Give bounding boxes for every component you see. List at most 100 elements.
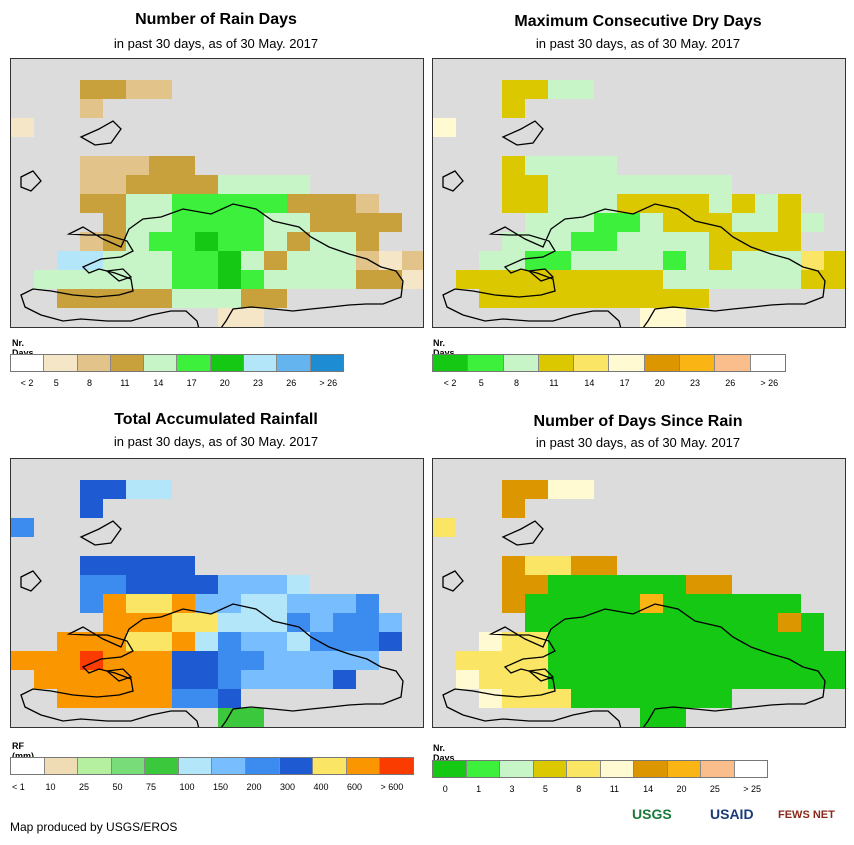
grid-cell (34, 670, 57, 689)
usgs-logo: USGS (632, 806, 672, 822)
grid-cell (663, 575, 686, 594)
grid-cell (617, 251, 640, 270)
grid-cell (241, 270, 264, 289)
legend-swatch (277, 355, 311, 371)
grid-cell (502, 270, 525, 289)
grid-cell (709, 613, 732, 632)
grid-cell (778, 670, 801, 689)
legend-swatch (433, 761, 467, 777)
grid-cell (126, 80, 149, 99)
grid-cell (594, 289, 617, 308)
grid-cell (824, 251, 845, 270)
grid-cell (103, 689, 126, 708)
grid-cell (126, 251, 149, 270)
grid-cell (778, 270, 801, 289)
grid-cell (149, 613, 172, 632)
island-outline (501, 520, 544, 546)
hispaniola-outline (442, 203, 826, 327)
grid-cell (571, 594, 594, 613)
grid-cell (502, 80, 525, 99)
grid-cell (663, 651, 686, 670)
grid-cell (709, 575, 732, 594)
grid-cell (172, 689, 195, 708)
grid-cell (356, 594, 379, 613)
grid-cell (456, 270, 479, 289)
grid-cell (80, 80, 103, 99)
grid-cell (126, 270, 149, 289)
map-days-since-rain[interactable] (432, 458, 846, 728)
grid-cell (686, 289, 709, 308)
grid-cell (195, 632, 218, 651)
grid-cell (333, 232, 356, 251)
grid-cell (755, 194, 778, 213)
grid-cell (149, 156, 172, 175)
grid-cell (195, 670, 218, 689)
legend-swatch (701, 761, 735, 777)
grid-cell (801, 270, 824, 289)
map-max-dry-days[interactable] (432, 58, 846, 328)
legend-swatch (144, 355, 178, 371)
panel-title: Number of Days Since Rain (533, 413, 743, 430)
legend-swatch (600, 761, 634, 777)
legend-label: 11 (609, 784, 620, 794)
grid-cell (709, 270, 732, 289)
grid-cell (333, 594, 356, 613)
grid-cell (571, 251, 594, 270)
legend-swatch (78, 758, 112, 774)
grid-cell (264, 270, 287, 289)
grid-cell (103, 175, 126, 194)
grid-cell (640, 594, 663, 613)
grid-cell (640, 308, 663, 327)
grid-cell (571, 175, 594, 194)
grid-cell (502, 632, 525, 651)
grid-cell (525, 651, 548, 670)
grid-cell (709, 632, 732, 651)
grid-cell (479, 689, 502, 708)
grid-cell (80, 689, 103, 708)
map-rain-days[interactable] (10, 58, 424, 328)
map-credit: Map produced by USGS/EROS (10, 820, 178, 834)
panel-subtitle: in past 30 days, as of 30 May. 2017 (535, 36, 741, 51)
grid-cell (433, 118, 456, 137)
grid-cell (149, 651, 172, 670)
grid-cell (617, 613, 640, 632)
grid-cell (103, 480, 126, 499)
grid-cell (218, 575, 241, 594)
grid-cell (80, 480, 103, 499)
grid-cell (356, 251, 379, 270)
grid-cell (824, 270, 845, 289)
grid-cell (126, 689, 149, 708)
grid-cell (571, 670, 594, 689)
grid-cell (663, 594, 686, 613)
grid-cell (11, 518, 34, 537)
grid-cell (310, 632, 333, 651)
grid-cell (502, 480, 525, 499)
grid-cell (732, 594, 755, 613)
grid-cell (310, 594, 333, 613)
grid-cell (502, 556, 525, 575)
grid-cell (287, 632, 310, 651)
grid-cell (57, 270, 80, 289)
grid-cell (801, 213, 824, 232)
grid-cell (241, 175, 264, 194)
grid-cell (640, 251, 663, 270)
island-outline (105, 668, 133, 682)
legend-title: Nr. Days (433, 743, 455, 763)
grid-cell (287, 251, 310, 270)
grid-cell (686, 613, 709, 632)
map-accum-rainfall[interactable] (10, 458, 424, 728)
grid-cell (264, 232, 287, 251)
grid-cell (732, 194, 755, 213)
grid-cell (126, 480, 149, 499)
grid-cell (195, 594, 218, 613)
grid-cell (755, 594, 778, 613)
legend-swatch (380, 758, 413, 774)
grid-cell (594, 213, 617, 232)
grid-cell (195, 289, 218, 308)
legend-label: 10 (45, 782, 56, 792)
grid-cell (103, 594, 126, 613)
legend-swatch (77, 355, 111, 371)
legend-swatch (667, 761, 701, 777)
grid-cell (663, 289, 686, 308)
legend-swatch (433, 355, 469, 371)
